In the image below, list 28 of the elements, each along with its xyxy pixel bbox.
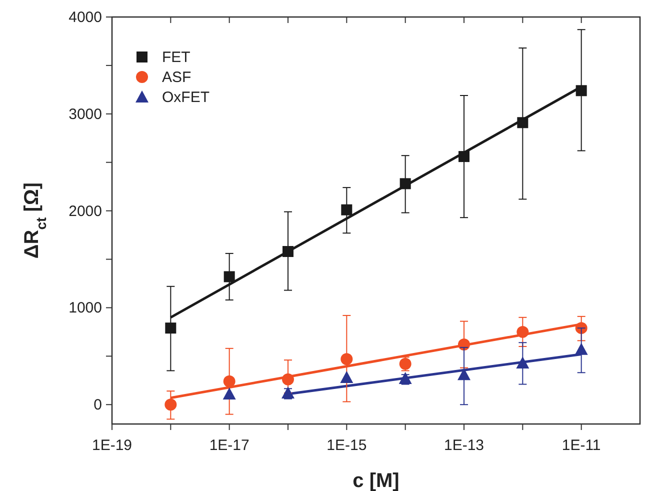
- point: [517, 117, 528, 128]
- point: [458, 338, 470, 351]
- x-tick-label: 1E-17: [209, 437, 250, 454]
- point: [340, 353, 353, 366]
- point: [164, 398, 177, 411]
- x-axis-title: c [M]: [352, 470, 400, 491]
- point: [516, 326, 529, 338]
- point: [341, 204, 352, 216]
- point: [282, 246, 294, 258]
- x-tick-label: 1E-15: [326, 437, 367, 454]
- y-tick-label: 1000: [68, 300, 102, 317]
- legend-label: ASF: [162, 69, 192, 86]
- point: [282, 373, 294, 386]
- point: [458, 151, 470, 162]
- x-tick-label: 1E-19: [92, 437, 132, 454]
- y-tick-label: 4000: [68, 9, 102, 26]
- y-tick-label: 3000: [68, 106, 102, 123]
- y-tick-label: 2000: [68, 202, 102, 220]
- point: [223, 375, 236, 388]
- x-tick-label: 1E-13: [444, 437, 484, 454]
- point: [165, 322, 176, 334]
- y-tick-label: 0: [94, 396, 102, 414]
- point: [400, 178, 411, 190]
- point: [576, 85, 587, 96]
- x-tick-label: 1E-11: [562, 437, 601, 454]
- point: [224, 271, 235, 282]
- legend-label: OxFET: [162, 89, 210, 106]
- legend-label: FET: [162, 49, 190, 66]
